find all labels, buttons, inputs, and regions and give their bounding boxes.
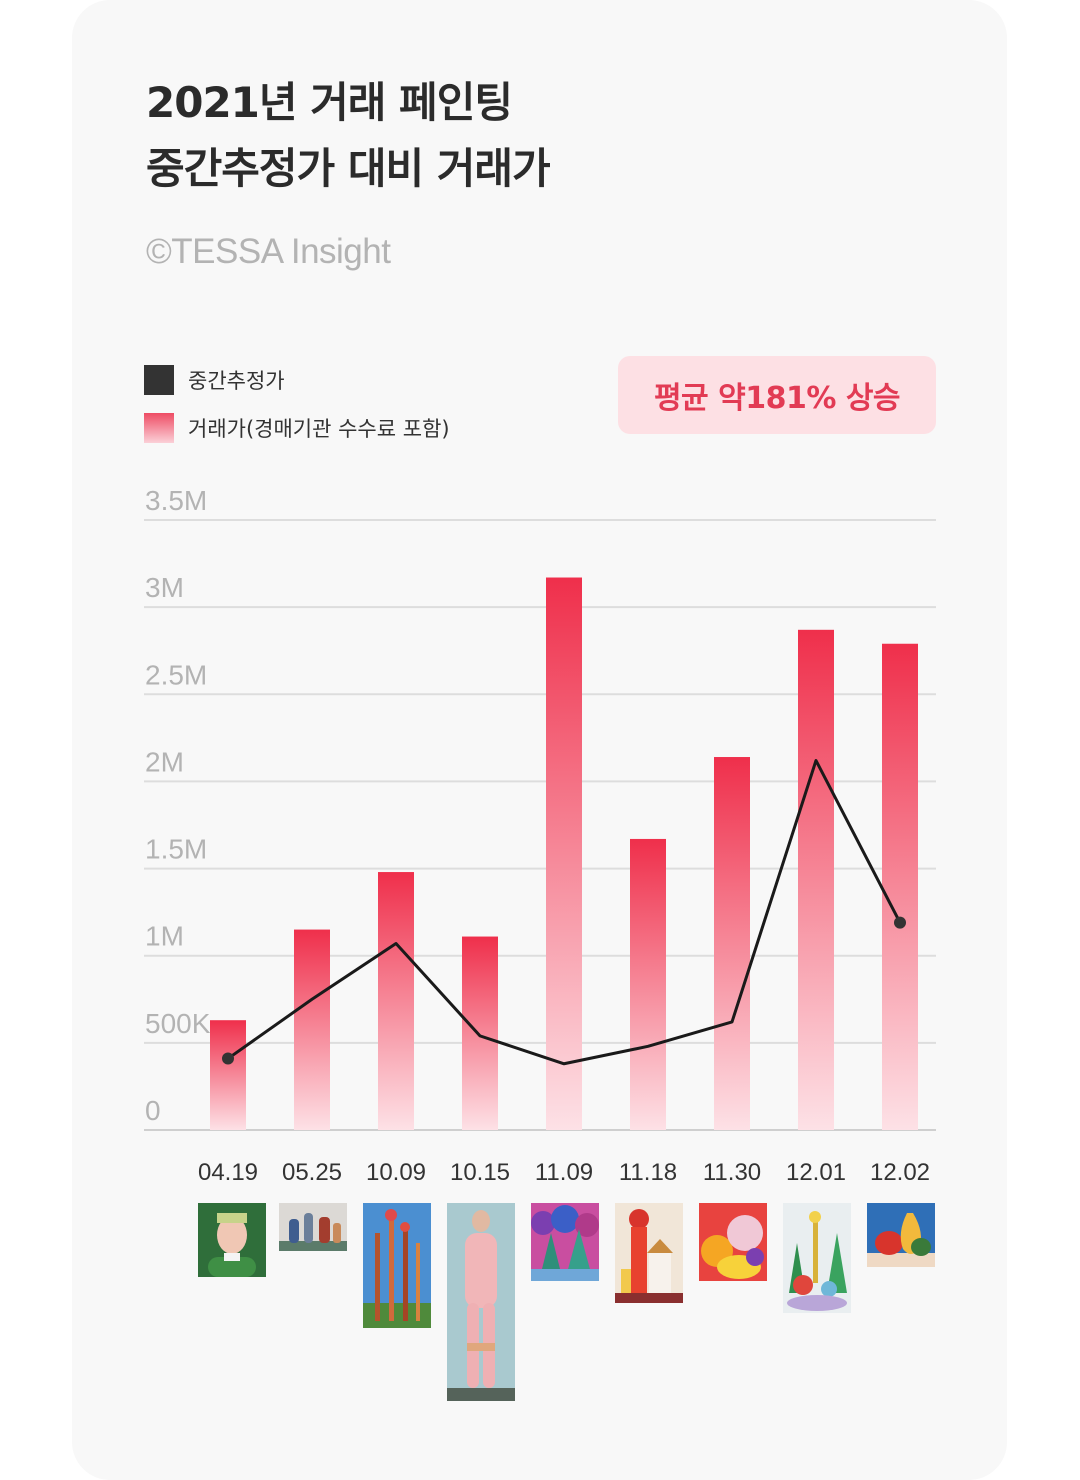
artwork-thumbnail-forest [531, 1203, 599, 1281]
forest-image [531, 1203, 599, 1281]
artwork-thumbnail-portrait [198, 1203, 266, 1277]
label-layer: 0 500K 1M 1.5M 2M 2.5M 3M 3.5M 04.19 05.25 10.09 10… [145, 485, 930, 1186]
bar-12.01 [798, 629, 834, 1130]
artwork-thumbnail-pear [867, 1203, 935, 1267]
legend-item-estimate: 중간추정가 [144, 362, 450, 398]
bar-10.09 [378, 872, 414, 1130]
x-tick-label-11.18: 11.18 [619, 1159, 677, 1186]
x-tick-label-12.01: 12.01 [786, 1159, 846, 1186]
y-tick-label-4: 2M [145, 746, 184, 777]
x-tick-label-10.09: 10.09 [366, 1159, 426, 1186]
artwork-thumbnail-figure [447, 1203, 515, 1401]
x-tick-label-11.30: 11.30 [703, 1159, 761, 1186]
artwork-thumbnail-fruits [699, 1203, 767, 1281]
x-tick-label-12.02: 12.02 [870, 1159, 930, 1186]
bar-04.19 [210, 1020, 246, 1130]
bar-11.30 [714, 757, 750, 1130]
y-tick-label-7: 3.5M [145, 485, 207, 516]
artwork-thumbnail-vases [279, 1203, 347, 1251]
y-tick-label-6: 3M [145, 572, 184, 603]
source-credit: ©TESSA Insight [146, 232, 391, 271]
bar-layer [210, 577, 918, 1130]
artwork-thumbnail-tower [615, 1203, 683, 1303]
y-tick-label-0: 0 [145, 1095, 161, 1126]
artwork-thumbnail-garden [783, 1203, 851, 1313]
fruits-image [699, 1203, 767, 1281]
y-tick-label-2: 1M [145, 921, 184, 952]
line-layer [222, 759, 906, 1066]
x-tick-label-11.09: 11.09 [535, 1159, 593, 1186]
legend: 중간추정가 거래가(경매기관 수수료 포함) [144, 362, 450, 458]
estimate-line [227, 759, 902, 1066]
pear-image [867, 1203, 935, 1267]
vases-image [279, 1203, 347, 1251]
average-increase-badge: 평균 약181% 상승 [618, 356, 936, 434]
figure-image [447, 1203, 515, 1401]
garden-image [783, 1203, 851, 1313]
trees-image [363, 1203, 431, 1328]
artwork-thumbnail-trees [363, 1203, 431, 1328]
legend-swatch-price [144, 413, 174, 443]
bar-05.25 [294, 929, 330, 1130]
bar-11.18 [630, 838, 666, 1130]
x-tick-label-04.19: 04.19 [198, 1159, 258, 1186]
y-tick-label-5: 2.5M [145, 659, 207, 690]
title-line-2: 중간추정가 대비 거래가 [146, 144, 551, 193]
bar-10.15 [462, 936, 498, 1130]
legend-label-estimate: 중간추정가 [188, 369, 285, 393]
x-tick-label-10.15: 10.15 [450, 1159, 510, 1186]
bar-11.09 [546, 577, 582, 1130]
x-tick-label-05.25: 05.25 [282, 1159, 342, 1186]
legend-label-price: 거래가(경매기관 수수료 포함) [188, 417, 450, 441]
legend-item-price: 거래가(경매기관 수수료 포함) [144, 410, 450, 446]
chart-title: 2021년 거래 페인팅 중간추정가 대비 거래가 [146, 70, 551, 202]
tower-image [615, 1203, 683, 1303]
y-tick-label-3: 1.5M [145, 834, 207, 865]
y-tick-label-1: 500K [145, 1008, 211, 1039]
bar-12.02 [882, 643, 918, 1130]
estimate-point-04.19 [222, 1052, 234, 1065]
legend-swatch-estimate [144, 365, 174, 395]
title-line-1: 2021년 거래 페인팅 [146, 78, 513, 127]
estimate-point-12.02 [894, 916, 906, 929]
portrait-image [198, 1203, 266, 1277]
